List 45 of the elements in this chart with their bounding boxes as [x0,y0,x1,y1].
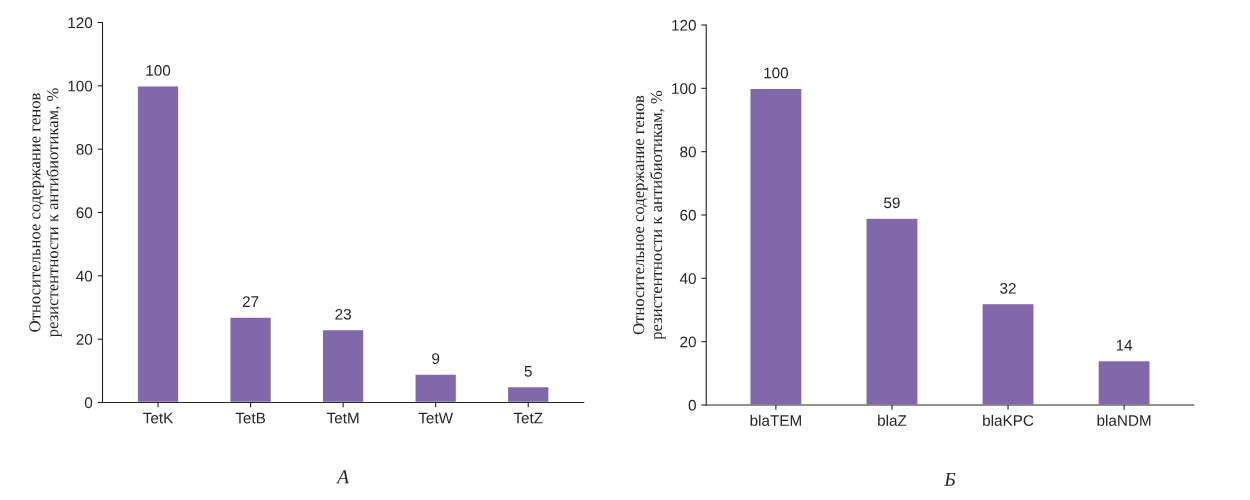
data-label: 32 [1000,282,1016,294]
bar [1097,359,1151,405]
y-tick-label: 20 [680,336,696,348]
y-tick-label: 120 [68,17,93,29]
x-tick-label: TetZ [513,412,543,424]
y-tick-label: 100 [672,83,696,95]
x-tick-label: TetW [418,412,454,424]
text: Б [944,472,956,486]
bar [229,316,273,403]
data-label: 14 [1116,340,1133,351]
x-tick-label: blaKPC [983,414,1034,426]
y-tick-label: 0 [688,399,696,411]
bar [506,385,550,403]
y-tick-label: 60 [76,207,93,219]
bar [749,87,803,405]
bar [865,217,919,405]
data-label: 27 [242,296,259,307]
x-tick-label: TetM [326,412,359,424]
y-tick-label: 120 [672,19,696,31]
data-label: 100 [146,65,171,76]
text: А [336,470,350,484]
y-axis-title: Относительное содержание генов резистентности к антибиотикам, % [29,88,62,338]
x-tick-label: TetK [143,412,174,424]
data-label: 100 [764,67,789,79]
y-tick-label: 80 [76,144,93,155]
bar [321,328,365,403]
y-tick-label: 20 [76,334,93,345]
x-tick-label: blaZ [878,414,907,426]
data-label: 23 [335,308,351,320]
bar [981,302,1035,405]
bar [414,373,458,403]
bar [136,85,180,403]
y-tick-label: 100 [68,80,93,92]
y-tick-label: 60 [680,209,696,221]
data-label: 59 [884,197,900,209]
y-tick-label: 40 [679,273,696,285]
data-label: 5 [524,366,532,377]
x-tick-label: blaTEM [750,414,801,426]
x-tick-label: blaNDM [1097,414,1151,426]
x-tick-label: TetB [235,412,266,424]
y-axis-title: Относительное содержание генов резистентности к антибиотикам, % [633,90,666,340]
data-label: 9 [432,353,440,365]
y-tick-label: 40 [76,270,93,282]
y-tick-label: 0 [84,397,93,409]
y-tick-label: 80 [680,146,696,158]
